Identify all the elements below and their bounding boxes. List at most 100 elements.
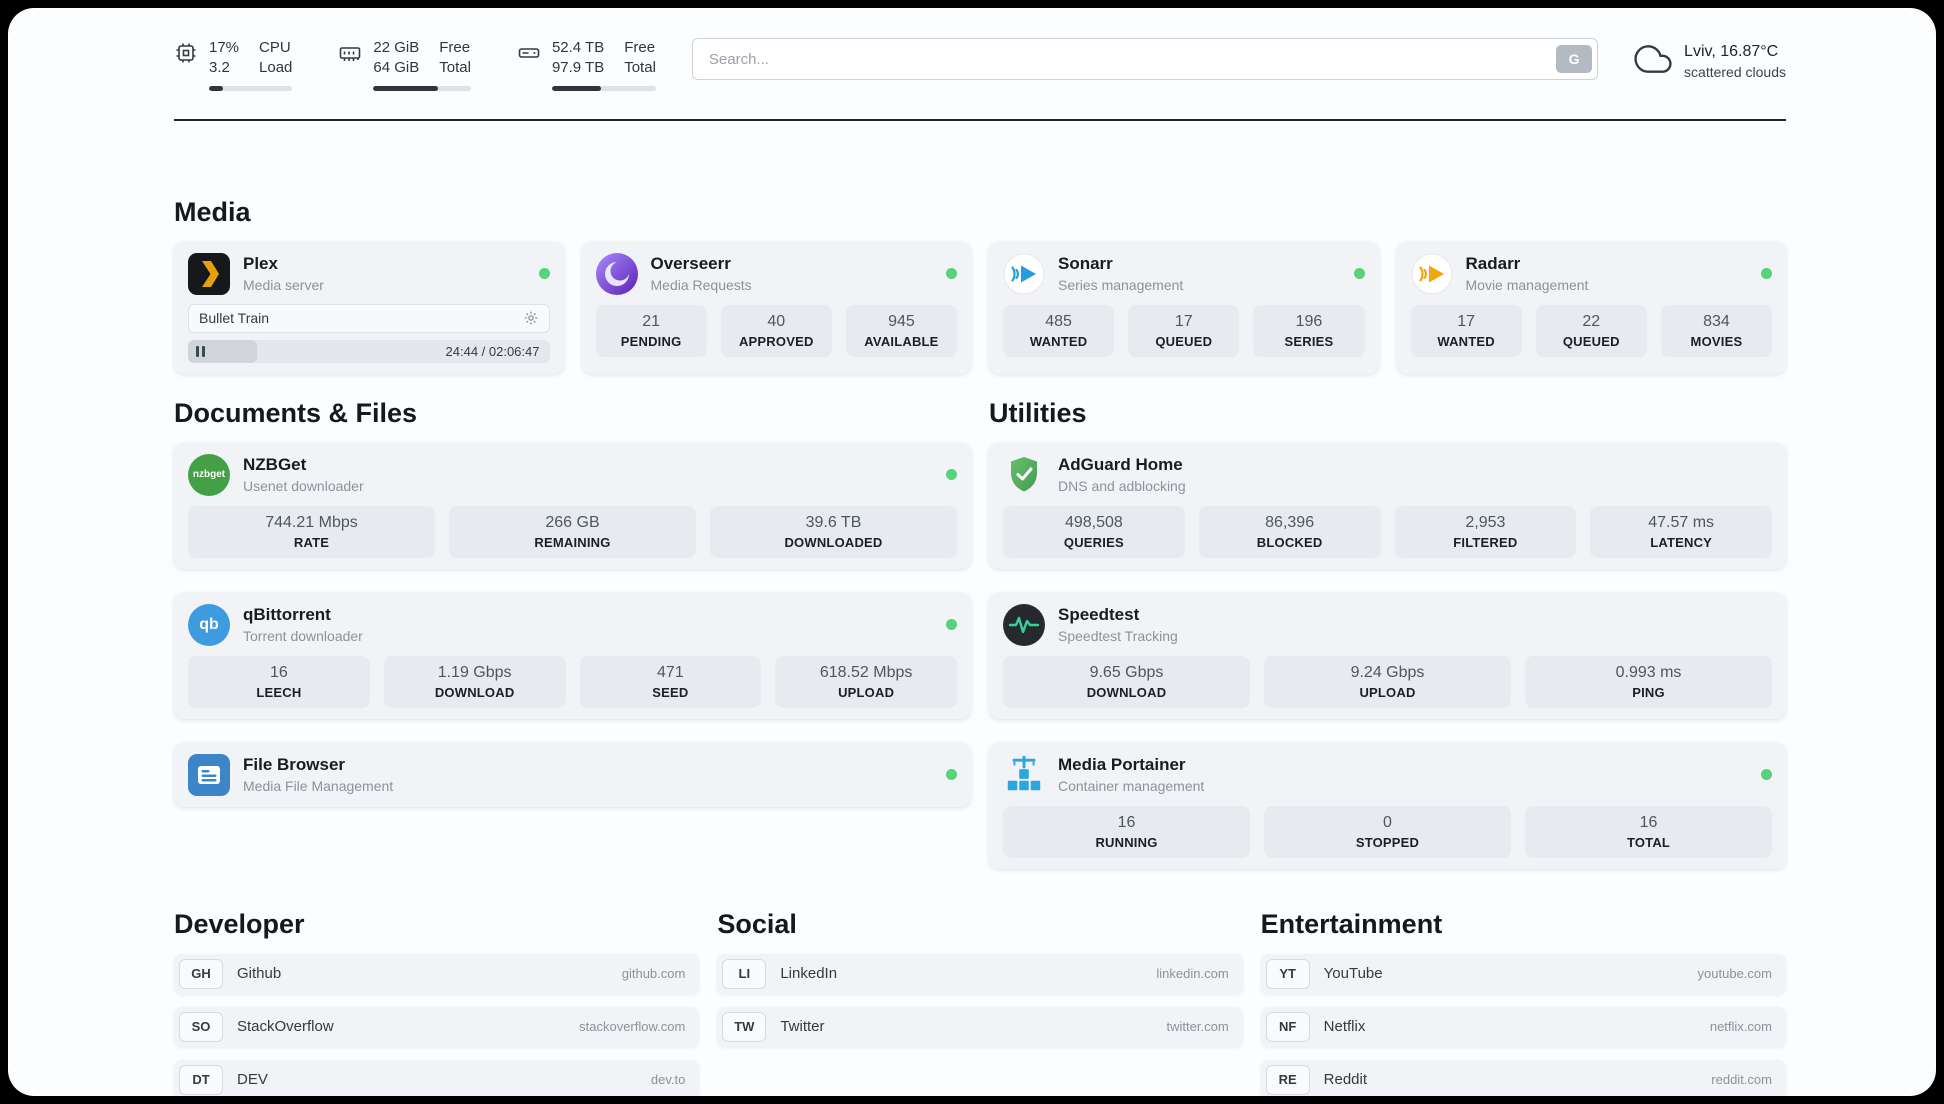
- disk-total: 97.9 TB: [551, 59, 605, 77]
- status-online-dot: [1761, 268, 1772, 279]
- stat-value: 16: [269, 663, 288, 681]
- app-card-plex[interactable]: Plex Media server Bullet Train: [174, 241, 564, 374]
- app-subtitle-qbittorrent: Torrent downloader: [243, 628, 363, 644]
- bookmark-abbr-badge: RE: [1265, 1064, 1310, 1095]
- bookmark-youtube[interactable]: YT YouTube youtube.com: [1260, 953, 1786, 994]
- app-card-sonarr[interactable]: Sonarr Series management 485 WANTED 17 Q…: [989, 241, 1379, 374]
- app-subtitle-filebrowser: Media File Management: [243, 778, 394, 794]
- stat-tile: 471 SEED: [579, 655, 762, 708]
- stat-label: WANTED: [1437, 333, 1495, 349]
- stat-label: DOWNLOAD: [434, 684, 515, 700]
- cpu-progress-bar: [209, 85, 293, 91]
- stat-value: 471: [657, 663, 684, 681]
- bookmark-name: YouTube: [1323, 965, 1383, 982]
- app-card-adguard[interactable]: AdGuard Home DNS and adblocking 498,508 …: [989, 442, 1786, 569]
- stat-tile: 618.52 Mbps UPLOAD: [775, 655, 957, 708]
- app-name-radarr: Radarr: [1465, 254, 1521, 273]
- stat-label: APPROVED: [738, 333, 814, 349]
- bookmark-linkedin[interactable]: LI LinkedIn linkedin.com: [717, 953, 1243, 994]
- app-name-sonarr: Sonarr: [1058, 254, 1113, 273]
- bookmark-name: Twitter: [780, 1018, 825, 1035]
- disk-stat: 52.4 TB 97.9 TB Free Total: [517, 38, 656, 91]
- bookmark-stackoverflow[interactable]: SO StackOverflow stackoverflow.com: [174, 1006, 700, 1047]
- overseerr-icon: [595, 252, 638, 295]
- app-subtitle-overseerr: Media Requests: [650, 277, 752, 293]
- disk-progress-fill: [551, 85, 601, 91]
- section-title-media: Media: [174, 196, 251, 227]
- bookmark-netflix[interactable]: NF Netflix netflix.com: [1260, 1006, 1786, 1047]
- playback-time: 24:44 / 02:06:47: [445, 343, 540, 359]
- bookmark-reddit[interactable]: RE Reddit reddit.com: [1260, 1059, 1786, 1096]
- app-card-overseerr[interactable]: Overseerr Media Requests 21 PENDING 40 A…: [581, 241, 971, 374]
- stat-tile: 16 RUNNING: [1003, 805, 1250, 858]
- bookmark-abbr-badge: LI: [722, 958, 767, 989]
- dashboard-page: 17% 3.2 CPU Load: [8, 8, 1936, 1096]
- ram-stat: 22 GiB 64 GiB Free Total: [338, 38, 471, 91]
- bookmark-domain: stackoverflow.com: [579, 1019, 686, 1034]
- cpu-percent: 17%: [209, 39, 240, 56]
- search-engine-button[interactable]: G: [1556, 45, 1593, 73]
- stat-tile: 834 MOVIES: [1660, 304, 1773, 357]
- stat-label: DOWNLOAD: [1086, 684, 1167, 700]
- stat-tile: 47.57 ms LATENCY: [1590, 505, 1772, 558]
- stat-label: SERIES: [1284, 333, 1334, 349]
- stat-tile: 744.21 Mbps RATE: [188, 505, 435, 558]
- stat-label: PENDING: [620, 333, 682, 349]
- stat-tile: 0.993 ms PING: [1525, 655, 1772, 708]
- pause-icon[interactable]: [196, 345, 205, 357]
- bookmark-domain: netflix.com: [1709, 1019, 1772, 1034]
- app-subtitle-speedtest: Speedtest Tracking: [1058, 628, 1178, 644]
- bookmark-twitter[interactable]: TW Twitter twitter.com: [717, 1006, 1243, 1047]
- system-stats: 17% 3.2 CPU Load: [174, 38, 656, 91]
- stat-value: 17: [1174, 312, 1193, 330]
- stat-tile: 86,396 BLOCKED: [1198, 505, 1381, 558]
- bookmark-abbr-badge: TW: [722, 1011, 767, 1042]
- app-subtitle-adguard: DNS and adblocking: [1058, 478, 1186, 494]
- bookmark-abbr-badge: DT: [179, 1064, 223, 1095]
- portainer-crane-icon: [1003, 754, 1045, 796]
- stat-value: 266 GB: [545, 513, 600, 531]
- stat-label: MOVIES: [1690, 333, 1743, 349]
- section-title-developer: Developer: [174, 908, 305, 939]
- gear-icon[interactable]: [523, 310, 539, 326]
- stat-label: WANTED: [1029, 333, 1088, 349]
- stat-tile: 40 APPROVED: [720, 304, 832, 357]
- status-online-dot: [1353, 268, 1365, 279]
- stat-tile: 9.24 Gbps UPLOAD: [1264, 655, 1511, 708]
- bookmark-domain: reddit.com: [1711, 1072, 1772, 1087]
- bookmark-github[interactable]: GH Github github.com: [174, 953, 700, 994]
- playback-progress-bar[interactable]: 24:44 / 02:06:47: [188, 339, 550, 363]
- bookmark-name: DEV: [237, 1071, 268, 1088]
- stat-tile: 39.6 TB DOWNLOADED: [710, 505, 957, 558]
- app-name-adguard: AdGuard Home: [1058, 455, 1183, 474]
- bookmark-name: Reddit: [1323, 1071, 1368, 1088]
- stat-value: 2,953: [1465, 513, 1506, 531]
- app-card-qbittorrent[interactable]: qb qBittorrent Torrent downloader 16 LEE…: [174, 592, 971, 719]
- ram-total-label: Total: [439, 59, 471, 77]
- app-card-portainer[interactable]: Media Portainer Container management 16 …: [989, 742, 1786, 869]
- disk-free-label: Free: [624, 39, 656, 56]
- stat-value: 744.21 Mbps: [265, 513, 358, 531]
- section-media: Media Plex Media server Bullet Train: [174, 197, 1786, 374]
- bookmark-name: StackOverflow: [237, 1018, 334, 1035]
- stat-label: SEED: [652, 684, 689, 700]
- app-card-speedtest[interactable]: Speedtest Speedtest Tracking 9.65 Gbps D…: [989, 592, 1786, 719]
- stat-value: 16: [1639, 813, 1658, 831]
- ram-free: 22 GiB: [373, 39, 420, 56]
- bookmark-dev[interactable]: DT DEV dev.to: [174, 1059, 700, 1096]
- now-playing-title: Bullet Train: [199, 310, 270, 326]
- ram-total: 64 GiB: [373, 59, 420, 77]
- app-name-qbittorrent: qBittorrent: [243, 605, 331, 624]
- app-name-filebrowser: File Browser: [243, 755, 346, 774]
- app-card-filebrowser[interactable]: File Browser Media File Management: [174, 742, 971, 807]
- search-input[interactable]: [691, 38, 1599, 80]
- section-developer: Developer GH Github github.com SO StackO…: [174, 908, 700, 1096]
- cpu-progress-fill: [209, 85, 224, 91]
- app-card-nzbget[interactable]: nzbget NZBGet Usenet downloader 744.21 M…: [174, 442, 971, 569]
- section-title-utilities: Utilities: [989, 397, 1087, 428]
- stat-label: QUERIES: [1063, 534, 1124, 550]
- section-title-social: Social: [717, 908, 797, 939]
- search-bar: G: [691, 38, 1599, 80]
- app-card-radarr[interactable]: Radarr Movie management 17 WANTED 22 QUE…: [1396, 241, 1786, 374]
- filebrowser-icon: [188, 753, 230, 796]
